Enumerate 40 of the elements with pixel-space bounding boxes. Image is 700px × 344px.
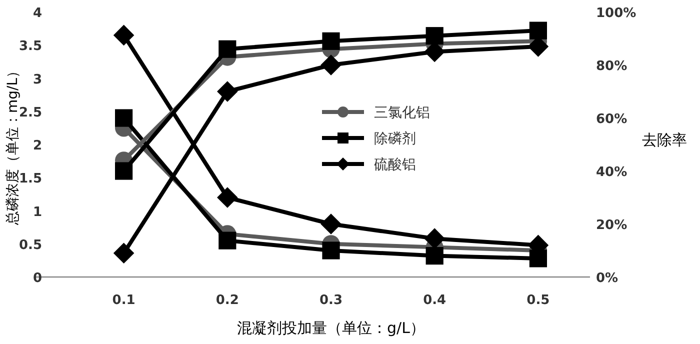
legend-label: 三氯化铝 [374,105,430,121]
legend-label: 硫酸铝 [374,157,416,173]
point [426,247,444,265]
point [424,228,445,249]
point [113,24,134,46]
point [217,81,238,102]
x-tick-label: 0.3 [319,293,343,308]
point [426,27,444,45]
y-tick-label: 3.5 [18,39,42,54]
y2-tick-label: 100% [596,6,636,21]
y-tick-label: 4 [32,6,42,21]
y2-tick-label: 0% [596,271,618,286]
x-tick-label: 0.1 [112,293,136,308]
point [322,242,340,260]
y-tick-label: 2.5 [18,105,42,120]
x-tick-label: 0.2 [216,293,239,308]
point [218,40,236,58]
legend-label: 除磷剂 [374,131,416,147]
y-tick-label: 1 [32,204,42,220]
y2-tick-label: 40% [596,165,628,180]
point [217,187,238,208]
y-tick-label: 1.5 [18,172,42,187]
x-axis-title: 混凝剂投加量（单位：g/L） [237,319,425,337]
point [320,54,342,76]
point [115,109,133,127]
x-tick-label: 0.5 [526,293,550,308]
point [115,162,133,180]
y-tick-label: 3 [32,72,42,88]
y-axis-title: 总磷浓度（单位：mg/L） [5,64,21,226]
point [218,232,236,250]
point [320,214,342,234]
y-tick-label: 0.5 [18,238,42,253]
point [322,32,340,50]
point [113,242,134,264]
y2-tick-label: 60% [596,112,628,127]
y-tick-label: 2 [32,138,42,154]
x-tick-label: 0.4 [423,293,446,308]
y2-tick-label: 20% [596,218,628,233]
y2-axis-title: 去除率 [642,131,687,149]
y2-tick-label: 80% [596,59,628,74]
